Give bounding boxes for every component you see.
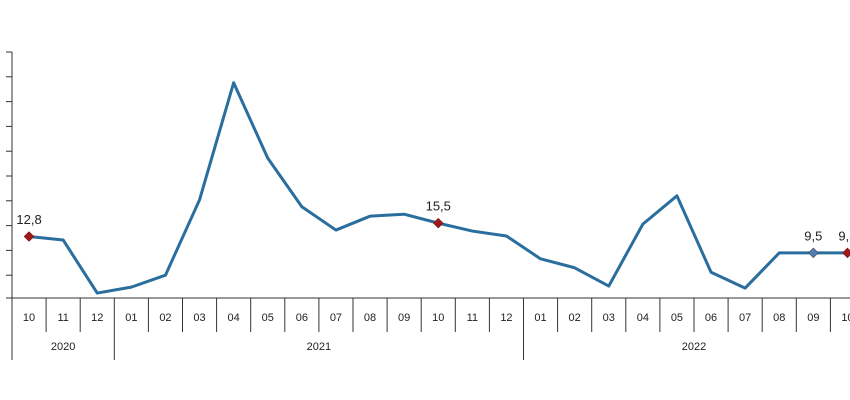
year-label: 2021 xyxy=(307,341,331,353)
x-tick-label: 03 xyxy=(603,312,615,324)
x-tick-label: 05 xyxy=(262,312,274,324)
x-tick-label: 09 xyxy=(807,312,819,324)
x-tick-label: 12 xyxy=(91,312,103,324)
line-series xyxy=(28,81,848,295)
value-label: 12,8 xyxy=(16,212,41,227)
year-label: 2020 xyxy=(51,341,75,353)
value-label: 9,5 xyxy=(838,228,850,243)
value-label: 9,5 xyxy=(804,228,822,243)
x-tick-label: 07 xyxy=(330,312,342,324)
point-marker xyxy=(807,247,819,259)
x-tick-label: 11 xyxy=(57,312,68,324)
x-tick-label: 06 xyxy=(705,312,717,324)
x-tick-label: 02 xyxy=(159,312,171,324)
x-tick-label: 04 xyxy=(637,312,649,324)
value-label: 15,5 xyxy=(426,199,451,214)
x-tick-label: 11 xyxy=(467,312,478,324)
x-tick-label: 10 xyxy=(432,312,444,324)
x-tick-label: 09 xyxy=(398,312,410,324)
x-tick-label: 08 xyxy=(364,312,376,324)
x-tick-label: 08 xyxy=(773,312,785,324)
x-tick-label: 07 xyxy=(739,312,751,324)
x-tick-label: 04 xyxy=(228,312,240,324)
x-tick-label: 01 xyxy=(534,312,546,324)
point-marker xyxy=(432,217,444,229)
point-marker xyxy=(842,247,850,259)
year-label: 2022 xyxy=(682,341,706,353)
x-tick-label: 10 xyxy=(841,312,850,324)
x-tick-label: 02 xyxy=(569,312,581,324)
x-tick-label: 01 xyxy=(125,312,137,324)
x-tick-label: 10 xyxy=(23,312,35,324)
x-tick-label: 12 xyxy=(500,312,512,324)
point-marker xyxy=(23,231,35,242)
x-tick-label: 03 xyxy=(193,312,205,324)
x-tick-label: 05 xyxy=(671,312,683,324)
x-tick-label: 06 xyxy=(296,312,308,324)
